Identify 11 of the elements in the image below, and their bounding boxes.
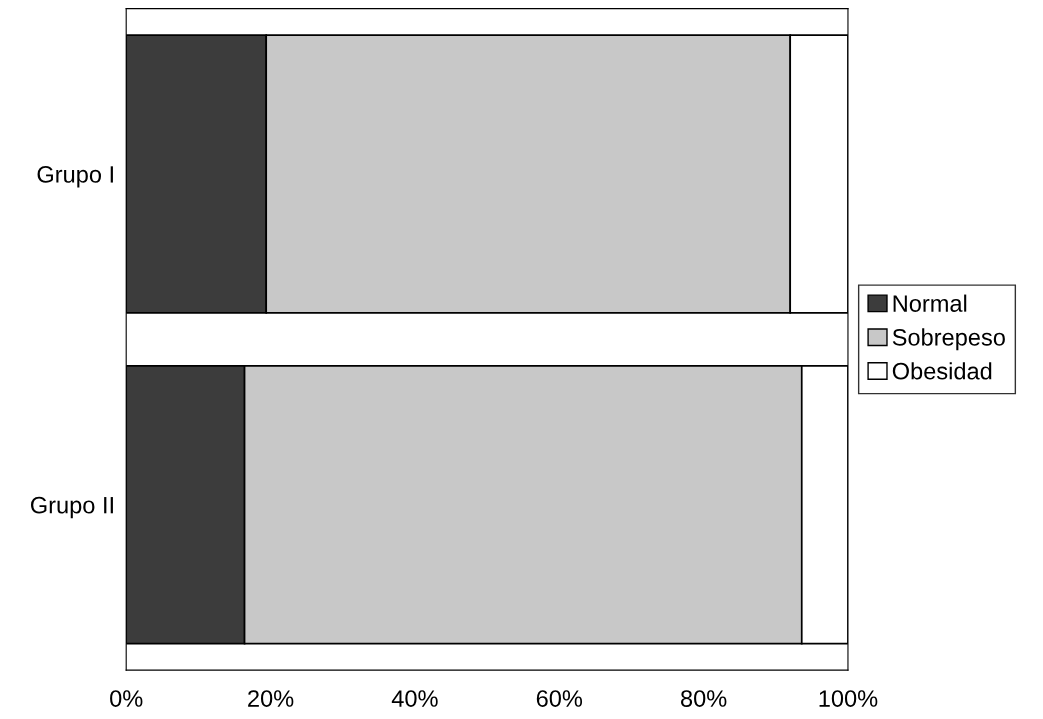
y-tick-label: Grupo II [30,496,113,519]
x-tick-label: 60% [536,690,583,707]
x-tick-label: 80% [681,690,727,707]
legend-label: Obesidad [892,362,992,380]
legend-label: Sobrepeso [892,328,1005,351]
x-tick-label: 100% [819,690,878,707]
x-tick-label: 0% [110,690,143,707]
x-tick-label: 40% [391,690,438,707]
y-tick-label: Grupo I [37,166,113,188]
x-tick-label: 20% [248,690,294,707]
legend-label: Normal [893,294,967,312]
